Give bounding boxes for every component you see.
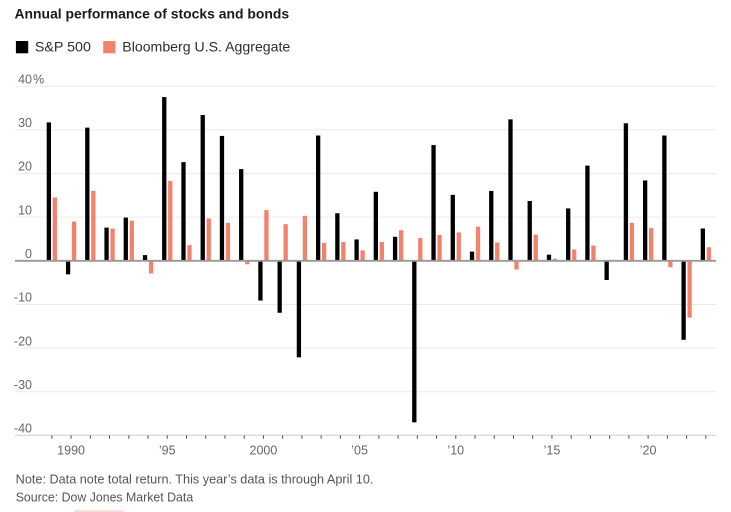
svg-text:’95: ’95 bbox=[159, 443, 176, 457]
svg-text:Source: Dow Jones Market Data: Source: Dow Jones Market Data bbox=[16, 491, 194, 505]
svg-text:1990: 1990 bbox=[57, 443, 85, 457]
svg-text:Annual performance of stocks a: Annual performance of stocks and bonds bbox=[15, 6, 290, 22]
svg-text:10: 10 bbox=[18, 203, 32, 217]
svg-text:2000: 2000 bbox=[250, 443, 278, 457]
svg-text:Note: Data note total return.: Note: Data note total return. This year’… bbox=[16, 473, 374, 487]
svg-text:Bloomberg U.S. Aggregate: Bloomberg U.S. Aggregate bbox=[122, 40, 290, 55]
svg-text:-20: -20 bbox=[14, 334, 32, 348]
svg-text:30: 30 bbox=[18, 116, 32, 130]
svg-text:%: % bbox=[33, 72, 44, 86]
svg-text:40: 40 bbox=[18, 72, 32, 86]
svg-text:’05: ’05 bbox=[351, 443, 368, 457]
svg-text:’15: ’15 bbox=[544, 443, 561, 457]
svg-text:0: 0 bbox=[25, 247, 32, 261]
svg-text:’20: ’20 bbox=[640, 443, 657, 457]
svg-text:-10: -10 bbox=[14, 291, 32, 305]
svg-text:20: 20 bbox=[18, 160, 32, 174]
svg-text:’10: ’10 bbox=[447, 443, 464, 457]
svg-text:S&P 500: S&P 500 bbox=[35, 40, 91, 55]
svg-text:-40: -40 bbox=[14, 422, 32, 436]
svg-text:-30: -30 bbox=[14, 378, 32, 392]
